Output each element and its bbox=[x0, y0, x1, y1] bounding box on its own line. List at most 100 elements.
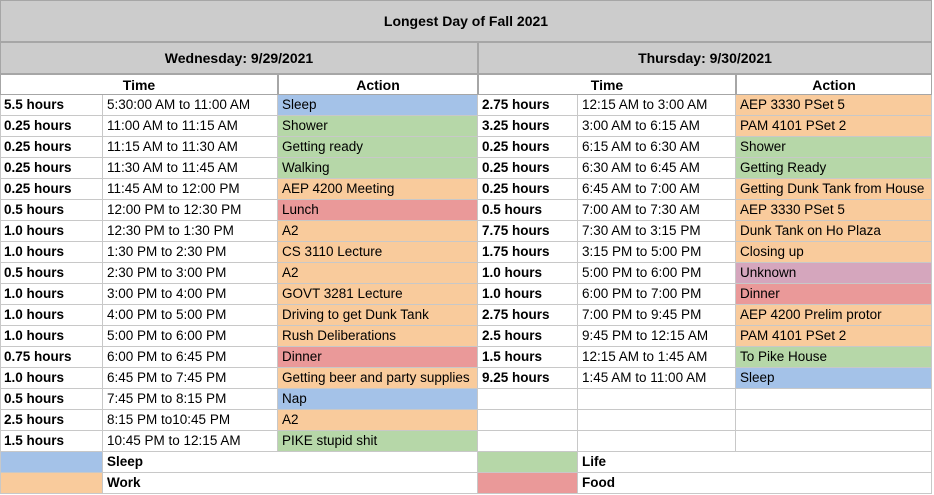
day-heading-wednesday[interactable]: Wednesday: 9/29/2021 bbox=[0, 42, 478, 74]
action-cell[interactable]: Getting beer and party supplies bbox=[278, 368, 478, 389]
sheet-title[interactable]: Longest Day of Fall 2021 bbox=[0, 0, 932, 42]
action-cell[interactable]: PIKE stupid shit bbox=[278, 431, 478, 452]
duration-cell[interactable]: 5.5 hours bbox=[0, 95, 103, 116]
empty-cell[interactable] bbox=[736, 410, 932, 431]
duration-cell[interactable]: 0.75 hours bbox=[0, 347, 103, 368]
empty-cell[interactable] bbox=[736, 389, 932, 410]
action-cell[interactable]: AEP 3330 PSet 5 bbox=[736, 95, 932, 116]
time-range-cell[interactable]: 4:00 PM to 5:00 PM bbox=[103, 305, 278, 326]
time-range-cell[interactable]: 11:15 AM to 11:30 AM bbox=[103, 137, 278, 158]
action-cell[interactable]: Dunk Tank on Ho Plaza bbox=[736, 221, 932, 242]
time-range-cell[interactable]: 7:45 PM to 8:15 PM bbox=[103, 389, 278, 410]
time-range-cell[interactable]: 1:45 AM to 11:00 AM bbox=[578, 368, 736, 389]
time-range-cell[interactable]: 12:00 PM to 12:30 PM bbox=[103, 200, 278, 221]
duration-cell[interactable]: 0.25 hours bbox=[0, 179, 103, 200]
duration-cell[interactable]: 3.25 hours bbox=[478, 116, 578, 137]
empty-cell[interactable] bbox=[578, 431, 736, 452]
column-header-time[interactable]: Time bbox=[478, 74, 736, 95]
empty-cell[interactable] bbox=[578, 410, 736, 431]
action-cell[interactable]: Shower bbox=[736, 137, 932, 158]
duration-cell[interactable]: 0.5 hours bbox=[0, 263, 103, 284]
duration-cell[interactable]: 7.75 hours bbox=[478, 221, 578, 242]
action-cell[interactable]: Getting Dunk Tank from House bbox=[736, 179, 932, 200]
duration-cell[interactable]: 1.0 hours bbox=[0, 368, 103, 389]
time-range-cell[interactable]: 11:45 AM to 12:00 PM bbox=[103, 179, 278, 200]
column-header-action[interactable]: Action bbox=[278, 74, 478, 95]
time-range-cell[interactable]: 7:00 AM to 7:30 AM bbox=[578, 200, 736, 221]
action-cell[interactable]: Shower bbox=[278, 116, 478, 137]
column-header-action[interactable]: Action bbox=[736, 74, 932, 95]
duration-cell[interactable]: 2.5 hours bbox=[478, 326, 578, 347]
action-cell[interactable]: Getting Ready bbox=[736, 158, 932, 179]
duration-cell[interactable]: 0.5 hours bbox=[0, 389, 103, 410]
time-range-cell[interactable]: 11:30 AM to 11:45 AM bbox=[103, 158, 278, 179]
duration-cell[interactable]: 1.0 hours bbox=[0, 326, 103, 347]
duration-cell[interactable]: 0.25 hours bbox=[0, 137, 103, 158]
time-range-cell[interactable]: 3:00 AM to 6:15 AM bbox=[578, 116, 736, 137]
time-range-cell[interactable]: 6:45 PM to 7:45 PM bbox=[103, 368, 278, 389]
empty-cell[interactable] bbox=[736, 431, 932, 452]
time-range-cell[interactable]: 6:15 AM to 6:30 AM bbox=[578, 137, 736, 158]
duration-cell[interactable]: 0.5 hours bbox=[478, 200, 578, 221]
column-header-time[interactable]: Time bbox=[0, 74, 278, 95]
time-range-cell[interactable]: 5:00 PM to 6:00 PM bbox=[103, 326, 278, 347]
time-range-cell[interactable]: 6:30 AM to 6:45 AM bbox=[578, 158, 736, 179]
day-heading-thursday[interactable]: Thursday: 9/30/2021 bbox=[478, 42, 932, 74]
empty-cell[interactable] bbox=[478, 431, 578, 452]
time-range-cell[interactable]: 6:00 PM to 7:00 PM bbox=[578, 284, 736, 305]
legend-swatch-work[interactable] bbox=[0, 473, 103, 494]
duration-cell[interactable]: 0.25 hours bbox=[0, 158, 103, 179]
time-range-cell[interactable]: 6:00 PM to 6:45 PM bbox=[103, 347, 278, 368]
time-range-cell[interactable]: 1:30 PM to 2:30 PM bbox=[103, 242, 278, 263]
action-cell[interactable]: AEP 4200 Meeting bbox=[278, 179, 478, 200]
action-cell[interactable]: Walking bbox=[278, 158, 478, 179]
action-cell[interactable]: Sleep bbox=[278, 95, 478, 116]
duration-cell[interactable]: 0.25 hours bbox=[478, 137, 578, 158]
duration-cell[interactable]: 0.5 hours bbox=[0, 200, 103, 221]
time-range-cell[interactable]: 11:00 AM to 11:15 AM bbox=[103, 116, 278, 137]
action-cell[interactable]: Lunch bbox=[278, 200, 478, 221]
empty-cell[interactable] bbox=[578, 389, 736, 410]
duration-cell[interactable]: 1.0 hours bbox=[478, 263, 578, 284]
action-cell[interactable]: Driving to get Dunk Tank bbox=[278, 305, 478, 326]
time-range-cell[interactable]: 9:45 PM to 12:15 AM bbox=[578, 326, 736, 347]
action-cell[interactable]: A2 bbox=[278, 263, 478, 284]
duration-cell[interactable]: 2.75 hours bbox=[478, 95, 578, 116]
time-range-cell[interactable]: 3:15 PM to 5:00 PM bbox=[578, 242, 736, 263]
action-cell[interactable]: Unknown bbox=[736, 263, 932, 284]
action-cell[interactable]: Sleep bbox=[736, 368, 932, 389]
empty-cell[interactable] bbox=[478, 389, 578, 410]
legend-label-life[interactable]: Life bbox=[578, 452, 932, 473]
duration-cell[interactable]: 1.0 hours bbox=[0, 221, 103, 242]
action-cell[interactable]: Nap bbox=[278, 389, 478, 410]
duration-cell[interactable]: 1.0 hours bbox=[0, 284, 103, 305]
duration-cell[interactable]: 1.5 hours bbox=[478, 347, 578, 368]
duration-cell[interactable]: 1.75 hours bbox=[478, 242, 578, 263]
duration-cell[interactable]: 2.75 hours bbox=[478, 305, 578, 326]
duration-cell[interactable]: 2.5 hours bbox=[0, 410, 103, 431]
legend-swatch-life[interactable] bbox=[478, 452, 578, 473]
legend-label-sleep[interactable]: Sleep bbox=[103, 452, 478, 473]
duration-cell[interactable]: 0.25 hours bbox=[0, 116, 103, 137]
action-cell[interactable]: CS 3110 Lecture bbox=[278, 242, 478, 263]
legend-swatch-sleep[interactable] bbox=[0, 452, 103, 473]
duration-cell[interactable]: 1.0 hours bbox=[478, 284, 578, 305]
time-range-cell[interactable]: 8:15 PM to10:45 PM bbox=[103, 410, 278, 431]
action-cell[interactable]: PAM 4101 PSet 2 bbox=[736, 326, 932, 347]
legend-swatch-food[interactable] bbox=[478, 473, 578, 494]
time-range-cell[interactable]: 5:30:00 AM to 11:00 AM bbox=[103, 95, 278, 116]
action-cell[interactable]: A2 bbox=[278, 410, 478, 431]
action-cell[interactable]: AEP 4200 Prelim protor bbox=[736, 305, 932, 326]
time-range-cell[interactable]: 12:15 AM to 3:00 AM bbox=[578, 95, 736, 116]
duration-cell[interactable]: 0.25 hours bbox=[478, 158, 578, 179]
action-cell[interactable]: Dinner bbox=[278, 347, 478, 368]
empty-cell[interactable] bbox=[478, 410, 578, 431]
time-range-cell[interactable]: 2:30 PM to 3:00 PM bbox=[103, 263, 278, 284]
duration-cell[interactable]: 9.25 hours bbox=[478, 368, 578, 389]
duration-cell[interactable]: 1.5 hours bbox=[0, 431, 103, 452]
action-cell[interactable]: Closing up bbox=[736, 242, 932, 263]
time-range-cell[interactable]: 7:00 PM to 9:45 PM bbox=[578, 305, 736, 326]
action-cell[interactable]: Getting ready bbox=[278, 137, 478, 158]
time-range-cell[interactable]: 12:15 AM to 1:45 AM bbox=[578, 347, 736, 368]
time-range-cell[interactable]: 6:45 AM to 7:00 AM bbox=[578, 179, 736, 200]
